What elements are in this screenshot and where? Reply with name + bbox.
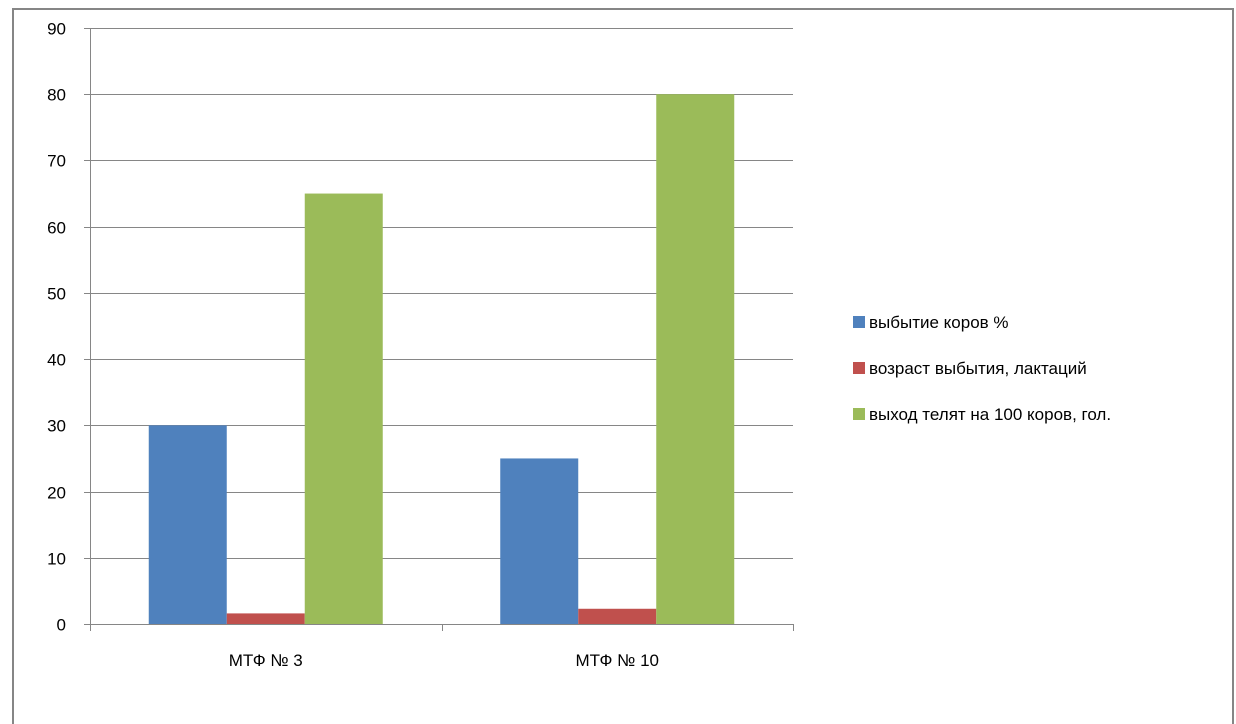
category-labels: МТФ № 3 МТФ № 10	[229, 651, 659, 670]
legend-item: выход телят на 100 коров, гол.	[853, 405, 1111, 424]
bar	[656, 94, 735, 624]
category-label: МТФ № 3	[229, 651, 303, 670]
legend-swatch	[853, 408, 865, 420]
y-tick-label: 60	[47, 219, 66, 238]
y-tick-label: 40	[47, 351, 66, 370]
legend-swatch	[853, 362, 865, 374]
y-tick-label: 0	[57, 616, 66, 635]
bar	[500, 458, 579, 624]
category-label: МТФ № 10	[576, 651, 660, 670]
y-tick-label: 20	[47, 484, 66, 503]
y-tick-labels: 0 10 20 30 40 50 60 70 80 90	[47, 20, 66, 635]
bars	[148, 94, 735, 625]
chart-frame	[12, 8, 1234, 724]
axes	[84, 28, 794, 631]
y-tick-label: 30	[47, 417, 66, 436]
y-tick-label: 80	[47, 86, 66, 105]
legend: выбытие коров % возраст выбытия, лактаций…	[853, 313, 1111, 424]
y-tick-label: 50	[47, 285, 66, 304]
bar	[226, 613, 305, 624]
legend-swatch	[853, 316, 865, 328]
bar	[304, 193, 383, 625]
y-tick-label: 10	[47, 550, 66, 569]
y-tick-label: 70	[47, 152, 66, 171]
legend-item: выбытие коров %	[853, 313, 1009, 332]
bar	[578, 608, 657, 624]
legend-label: выход телят на 100 коров, гол.	[869, 405, 1111, 424]
bar	[148, 425, 227, 624]
y-tick-label: 90	[47, 20, 66, 39]
legend-label: выбытие коров %	[869, 313, 1009, 332]
legend-item: возраст выбытия, лактаций	[853, 359, 1087, 378]
legend-label: возраст выбытия, лактаций	[869, 359, 1087, 378]
